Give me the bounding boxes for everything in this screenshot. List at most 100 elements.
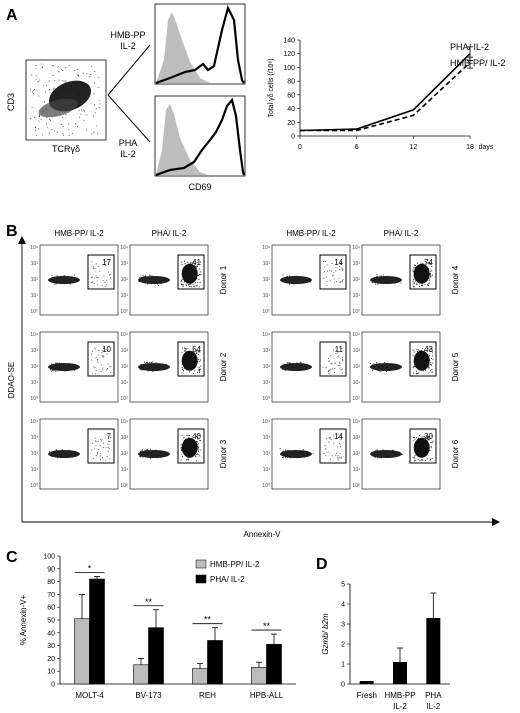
panelB-gate-dot xyxy=(196,351,198,353)
hist1-label-line2: IL-2 xyxy=(120,41,136,51)
panelB-gate-dot xyxy=(199,359,201,361)
barD-ytick-label: 5 xyxy=(341,582,345,589)
panelB-dot xyxy=(139,450,142,452)
panelB-gate-dot xyxy=(340,457,342,459)
panelB-tick: 10¹ xyxy=(353,293,361,299)
panelB-gate-dot xyxy=(188,434,190,437)
barC-ytick-label: 0 xyxy=(51,682,55,689)
dotplot-dot xyxy=(46,116,48,118)
panelB-gate-dot xyxy=(103,348,105,350)
panelB-gate-dot xyxy=(93,347,96,349)
panelB-gate-dot xyxy=(338,277,340,279)
panelB-gate-dot xyxy=(101,355,103,357)
panelB-dot xyxy=(302,449,304,451)
panelB-cluster xyxy=(48,276,80,284)
panelB-gate-dot xyxy=(200,365,202,367)
panelB-tick: 10³ xyxy=(353,435,361,441)
barC-xtick-label: REH xyxy=(199,691,216,700)
panelB-dot xyxy=(157,284,160,287)
panelB-tick: 10² xyxy=(121,277,129,283)
panelB-gate-dot xyxy=(103,356,105,358)
dotplot-dot xyxy=(83,73,84,74)
panelB-dot xyxy=(145,449,147,451)
dotplot-dot xyxy=(65,67,67,69)
panelB-gate-dot xyxy=(200,271,202,273)
panelB-gate-dot xyxy=(105,285,107,287)
dotplot-dot xyxy=(99,103,101,105)
panelB-col-header: HMB-PP/ IL-2 xyxy=(286,229,336,238)
panelB-tick: 10³ xyxy=(263,435,271,441)
panelB-dot xyxy=(372,369,374,371)
panelB-gate-dot xyxy=(339,365,341,367)
panelB-gate-dot xyxy=(328,369,330,371)
panelB-gate-dot xyxy=(430,361,432,363)
panelB-gate-dot xyxy=(190,283,192,285)
panelB-dot xyxy=(55,370,57,372)
panelB-gate-dot xyxy=(430,270,432,272)
line-ytick-label: 100 xyxy=(283,65,295,72)
panelB-tick: 10⁴ xyxy=(262,245,270,251)
panelB-gate-dot xyxy=(199,281,201,283)
panelB-gate-dot xyxy=(102,447,104,449)
panelB-dot xyxy=(150,361,152,364)
dotplot-cluster-tail xyxy=(38,98,78,118)
panelB-gate-dot xyxy=(413,460,416,462)
panelB-gate-dot xyxy=(336,446,339,448)
panelB-gate-dot xyxy=(323,266,325,268)
panelB-gate-dot xyxy=(197,450,200,452)
panelB-tick: 10³ xyxy=(263,261,271,267)
panelB-gate-dot xyxy=(108,440,110,442)
dotplot-dot xyxy=(46,84,48,86)
panelB-dot xyxy=(63,275,65,277)
dotplot-dot xyxy=(94,71,96,72)
panelB-gate-dot xyxy=(421,347,423,349)
panelB-gate-dot xyxy=(339,269,341,271)
panelB-gate-dot xyxy=(102,349,104,352)
panelB-dot xyxy=(377,457,379,459)
panelB-gate-dot xyxy=(428,355,431,357)
panelB-gate-dot xyxy=(431,351,433,353)
panelB-gate-dot xyxy=(327,370,329,372)
panelB-gate-dot xyxy=(106,368,109,370)
panelB-gate-dot xyxy=(414,454,416,456)
panelB-gate-dot xyxy=(180,279,182,281)
barC-xtick-label: HPB-ALL xyxy=(250,691,284,700)
barC-legend-pha: PHA/ IL-2 xyxy=(210,575,245,584)
panelB-gate-dot xyxy=(415,373,418,375)
panelB-gate-dot xyxy=(340,456,342,458)
panelB-donor-label: Donor 4 xyxy=(451,265,460,294)
panelB-cluster xyxy=(280,363,312,371)
panelB-gate-dot xyxy=(428,366,430,368)
dotplot-dot xyxy=(61,70,63,71)
panelB-gate xyxy=(319,341,347,377)
dotplot-dot xyxy=(32,91,33,93)
panelB-gate-dot xyxy=(412,437,414,439)
panelB-gate-dot xyxy=(107,443,109,445)
panelB-tick: 10¹ xyxy=(31,380,39,386)
panelB-gate-dot xyxy=(412,269,414,271)
panelB-tick: 10² xyxy=(121,364,129,370)
panelB-gate-dot xyxy=(199,439,201,441)
panelB-tick: 10² xyxy=(263,277,271,283)
panelB-gate-dot xyxy=(110,277,112,279)
panelB-gate-dot xyxy=(325,367,327,369)
panelB-gate-dot xyxy=(181,368,184,370)
panelB-tick: 10⁴ xyxy=(30,245,38,251)
panelB-gate-dot xyxy=(412,281,414,283)
panel-b-grid: HMB-PP/ IL-2 PHA/ IL-2 HMB-PP/ IL-2 PHA/ IL… xyxy=(7,229,500,539)
panelB-gate-dot xyxy=(91,261,93,263)
panelB-gate-dot xyxy=(95,455,97,457)
panelB-gate-value: 14 xyxy=(334,258,343,267)
dotplot-dot xyxy=(63,93,65,95)
dotplot-dot xyxy=(32,93,34,95)
dotplot-dot xyxy=(38,128,40,130)
panelB-tick: 10³ xyxy=(121,261,129,267)
dotplot-dot xyxy=(68,87,70,89)
panelB-tick: 10² xyxy=(31,451,39,457)
panelB-gate-dot xyxy=(413,267,415,269)
panelB-tick: 10⁰ xyxy=(352,483,360,489)
panelB-gate-dot xyxy=(324,261,327,263)
panelB-col-header: HMB-PP/ IL-2 xyxy=(54,229,104,238)
dotplot-dot xyxy=(94,82,95,84)
barD-bar xyxy=(359,681,374,684)
